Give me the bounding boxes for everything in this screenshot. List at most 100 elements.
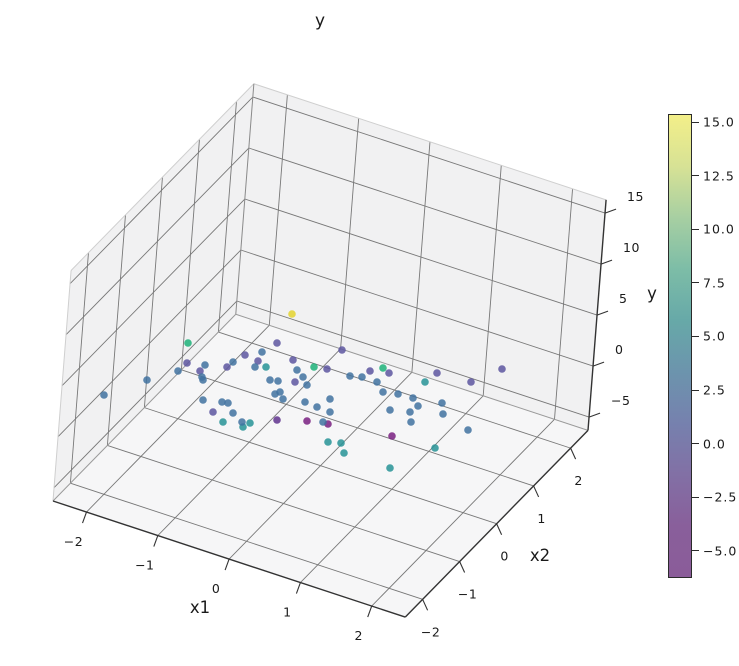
scatter-point xyxy=(464,426,472,434)
x1-tick xyxy=(224,558,230,571)
scatter-point xyxy=(279,395,287,403)
scatter-point xyxy=(303,417,311,425)
pane-edge-top-right xyxy=(253,83,607,201)
grid-lines xyxy=(53,94,606,607)
x1-tick-label: 0 xyxy=(212,581,220,596)
scatter-point xyxy=(229,358,237,366)
scatter-point xyxy=(229,409,237,417)
colorbar-tick-label: 5.0 xyxy=(703,328,726,344)
scatter-point xyxy=(196,367,204,375)
scatter-point xyxy=(338,346,346,354)
colorbar-tick-label: 7.5 xyxy=(703,275,726,291)
scatter-point xyxy=(438,399,446,407)
scatter-point xyxy=(201,361,209,369)
scatter-point xyxy=(303,381,311,389)
scatter-point xyxy=(310,363,318,371)
scatter-point xyxy=(289,356,297,364)
scatter-point xyxy=(241,351,249,359)
z-tick-label: 15 xyxy=(627,189,644,204)
x2-tick xyxy=(422,599,429,611)
grid-x1-floor xyxy=(300,395,484,583)
scatter-points xyxy=(100,310,506,472)
scatter-point xyxy=(183,359,191,367)
x2-tick-label: −1 xyxy=(458,587,477,602)
x2-tick xyxy=(570,447,577,460)
scatter-point xyxy=(337,439,345,447)
scatter-point xyxy=(409,394,417,402)
scatter-point xyxy=(291,378,299,386)
colorbar-tick-label: 0.0 xyxy=(703,436,726,452)
grid-x1-floor xyxy=(86,324,270,513)
scatter-point xyxy=(251,363,259,371)
colorbar xyxy=(668,114,692,578)
colorbar-tick-label: −2.5 xyxy=(703,489,738,505)
scatter-point xyxy=(174,367,182,375)
scatter-point xyxy=(313,403,321,411)
colorbar-tick-label: 10.0 xyxy=(703,221,735,237)
scatter-point xyxy=(319,418,327,426)
scatter-point xyxy=(324,438,332,446)
x2-tick xyxy=(533,485,540,498)
colorbar-tick-label: −5.0 xyxy=(703,543,738,559)
z-tick-label: 10 xyxy=(623,240,640,255)
colorbar-tick xyxy=(692,443,699,445)
x1-tick xyxy=(81,511,88,524)
scatter-point xyxy=(238,418,246,426)
scatter-point xyxy=(273,339,281,347)
x1-tick xyxy=(367,605,373,618)
scatter-point xyxy=(358,373,366,381)
scatter-point xyxy=(346,372,354,380)
colorbar-tick-label: 2.5 xyxy=(703,382,726,398)
z-tick xyxy=(592,361,605,367)
x1-tick xyxy=(153,535,159,547)
scatter-point xyxy=(433,369,441,377)
z-tick xyxy=(588,412,601,418)
x1-tick-label: −1 xyxy=(135,558,154,573)
x2-tick-label: 2 xyxy=(574,473,582,488)
scatter-point xyxy=(498,365,506,373)
grid-z-right xyxy=(240,249,594,367)
grid-z-right xyxy=(236,300,590,418)
scatter-point xyxy=(266,376,274,384)
scatter-point xyxy=(421,378,429,386)
grid-z-left xyxy=(57,249,242,438)
scatter-point xyxy=(143,376,151,384)
colorbar-tick xyxy=(692,121,699,123)
scatter-point xyxy=(388,432,396,440)
scatter-point xyxy=(407,418,415,426)
scatter-point xyxy=(218,398,226,406)
scatter-point xyxy=(326,408,334,416)
colorbar-tick xyxy=(692,282,699,284)
z-axis-label: y xyxy=(647,284,657,303)
colorbar-tick xyxy=(692,175,699,177)
scatter-point xyxy=(199,396,207,404)
x1-axis-label: x1 xyxy=(190,598,210,617)
pane-edge-left xyxy=(52,270,72,502)
plot-title: y xyxy=(315,11,325,31)
x2-tick-label: −2 xyxy=(421,624,440,639)
pane-edge-floor-left xyxy=(52,313,237,502)
scatter-point xyxy=(293,366,301,374)
colorbar-tick xyxy=(692,228,699,230)
x1-tick-label: 1 xyxy=(283,605,291,620)
colorbar-tick xyxy=(692,496,699,498)
grid-z-right xyxy=(244,198,598,316)
scatter-point xyxy=(223,363,231,371)
scatter-point xyxy=(373,378,381,386)
scatter-point xyxy=(299,373,307,381)
colorbar-tick xyxy=(692,389,699,391)
pane-edge-floor-right xyxy=(235,313,589,431)
scatter-point xyxy=(366,367,374,375)
scatter-point xyxy=(431,444,439,452)
colorbar-tick xyxy=(692,550,699,552)
scatter-point xyxy=(224,399,232,407)
grid-z-left xyxy=(61,198,246,387)
x2-tick xyxy=(459,561,466,573)
grid-z-right xyxy=(252,96,606,214)
tick-labels: −2 −1 0 1 2 −2 −1 0 1 2 −5 0 5 10 15 xyxy=(64,189,644,643)
scatter-point xyxy=(274,377,282,385)
scatter-point xyxy=(288,310,296,318)
scatter-point xyxy=(394,390,402,398)
